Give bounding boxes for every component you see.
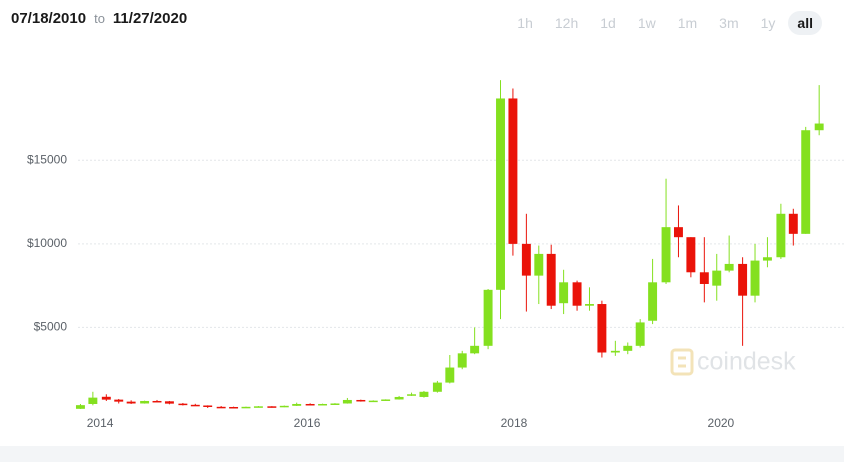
candle-body xyxy=(483,289,493,346)
candle-body xyxy=(559,282,569,304)
watermark-icon xyxy=(670,348,694,376)
candle-body xyxy=(368,400,378,403)
candle-body xyxy=(126,401,136,404)
candle-body xyxy=(699,272,709,284)
candle-body xyxy=(88,397,98,404)
candle-body xyxy=(229,406,239,409)
candle-body xyxy=(534,253,544,276)
candle-body xyxy=(432,382,442,392)
candle-body xyxy=(241,406,251,409)
candle-body xyxy=(750,260,760,296)
y-tick-label: $5000 xyxy=(34,320,68,334)
date-range: 07/18/2010 to 11/27/2020 xyxy=(11,10,187,27)
candle-body xyxy=(496,98,505,290)
candle-body xyxy=(673,227,683,238)
candle-body xyxy=(610,350,620,353)
candle-body xyxy=(253,406,263,408)
y-tick-label: $15000 xyxy=(27,152,67,166)
chart: coindesk $5000 $10000 $15000 2014 2016 2018 20… xyxy=(27,80,844,430)
candle-body xyxy=(178,403,188,406)
candle-body xyxy=(776,213,786,258)
candle-body xyxy=(572,282,582,306)
watermark: coindesk xyxy=(697,348,796,376)
candle-body xyxy=(686,237,696,273)
candle-body xyxy=(279,405,289,408)
x-tick-label: 2020 xyxy=(708,416,735,430)
date-from: 07/18/2010 xyxy=(11,10,87,27)
candle-body xyxy=(190,404,200,407)
candle-body xyxy=(521,243,531,276)
y-tick-label: $10000 xyxy=(27,236,67,250)
range-button[interactable]: 12h xyxy=(554,15,579,31)
candle-body xyxy=(623,345,633,351)
candle-body xyxy=(801,130,811,234)
date-separator: to xyxy=(94,11,105,26)
candle-body xyxy=(597,304,607,353)
x-tick-label: 2016 xyxy=(294,416,321,430)
candle-body xyxy=(635,322,645,346)
candle-body xyxy=(585,304,594,306)
candle-body xyxy=(762,257,772,261)
candle-body xyxy=(216,406,226,409)
candle-body xyxy=(648,282,658,321)
candle-body xyxy=(814,123,824,131)
footer-strip xyxy=(0,446,844,462)
candle-body xyxy=(140,400,150,404)
candle-body xyxy=(330,403,340,405)
candle-body xyxy=(381,399,391,401)
date-to: 11/27/2020 xyxy=(112,10,188,27)
candle-body xyxy=(419,391,429,397)
x-tick-label: 2018 xyxy=(501,416,528,430)
range-button[interactable]: 1d xyxy=(600,15,616,31)
candle-body xyxy=(724,263,734,271)
candle-body xyxy=(661,227,671,283)
candle-body xyxy=(394,396,404,400)
range-button[interactable]: all xyxy=(788,11,822,35)
x-tick-label: 2014 xyxy=(87,416,114,430)
candle-body xyxy=(114,399,124,402)
candle-body xyxy=(712,270,722,286)
candle-body xyxy=(267,406,277,408)
range-button[interactable]: 1w xyxy=(637,15,656,31)
candle-body xyxy=(445,367,455,383)
candle-body xyxy=(342,399,352,404)
range-button[interactable]: 3m xyxy=(719,15,739,31)
candle-body xyxy=(305,403,315,406)
candle-body xyxy=(546,253,556,306)
candle-body xyxy=(101,396,111,400)
candle-body xyxy=(407,394,416,396)
range-button[interactable]: 1m xyxy=(677,15,698,31)
candle-body xyxy=(203,405,213,407)
candle-body xyxy=(470,345,480,354)
candle-body xyxy=(75,405,85,409)
range-button[interactable]: 1h xyxy=(517,15,533,31)
candle-body xyxy=(318,403,328,406)
candle-body xyxy=(788,213,798,234)
candle-body xyxy=(738,263,748,296)
candle-body xyxy=(292,403,302,406)
candle-body xyxy=(457,353,467,368)
candle-body xyxy=(508,98,518,244)
candle-body xyxy=(152,400,162,403)
range-buttons: 1h 12h 1d 1w 1m 3m 1y all xyxy=(508,11,822,35)
candle-body xyxy=(164,401,174,404)
candle-body xyxy=(356,399,366,402)
range-button[interactable]: 1y xyxy=(760,15,776,31)
